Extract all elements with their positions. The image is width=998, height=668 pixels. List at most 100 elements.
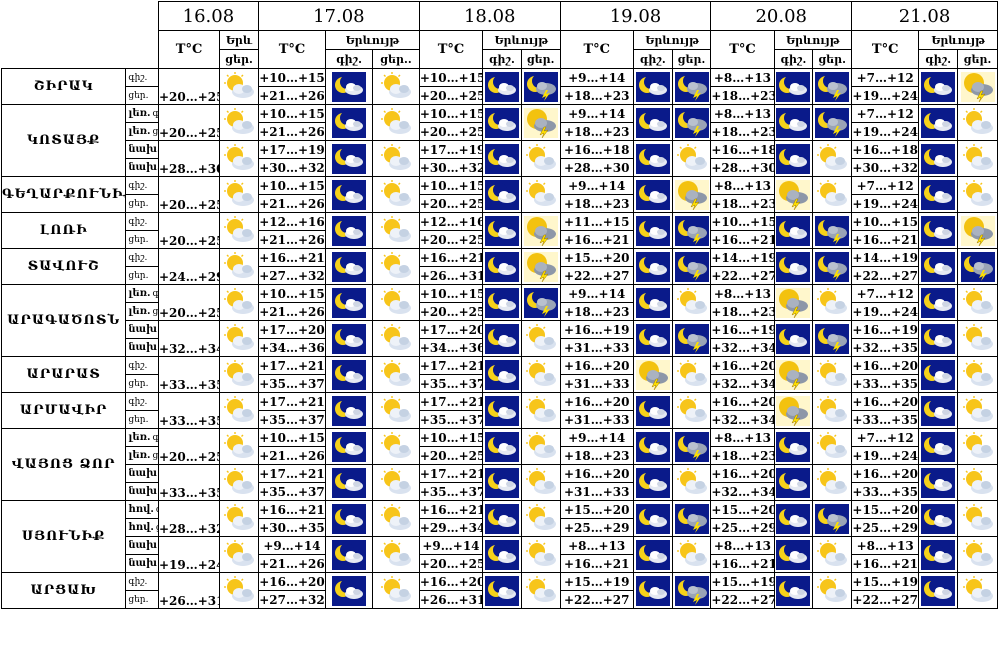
night-moon-cloud-icon (921, 575, 956, 606)
temp-day: +33…+35 (851, 410, 920, 429)
partly-cloudy-icon (524, 359, 558, 390)
temp-day: +27…+32 (257, 266, 327, 285)
partly-cloudy-icon (222, 395, 256, 426)
weather-icon-cell (482, 464, 522, 501)
night-moon-cloud-icon (776, 251, 811, 282)
cond-col-header: Երևույթ (325, 30, 420, 50)
weather-icon-cell (325, 392, 373, 429)
temp-col-header: T°C (257, 30, 327, 69)
temp-day: +16…+21 (851, 230, 920, 249)
partly-cloudy-icon (222, 575, 256, 606)
partly-cloudy-icon (222, 359, 256, 390)
weather-icon-cell (520, 176, 561, 213)
weather-icon-cell (520, 212, 561, 249)
partly-cloudy-icon (222, 431, 256, 462)
weather-icon-cell (482, 212, 522, 249)
temp-range-16: +20…+25 (157, 176, 221, 213)
temp-day: +18…+23 (559, 194, 634, 213)
temp-day: +16…+21 (559, 554, 634, 573)
temp-day: +30…+32 (418, 158, 484, 177)
partly-cloudy-icon (379, 107, 413, 138)
night-moon-cloud-icon (484, 107, 519, 138)
temp-col-header: T°C (710, 30, 775, 69)
temp-night: +7…+12 (851, 68, 920, 87)
weather-icon-cell (482, 176, 522, 213)
weather-icon-cell (671, 212, 712, 249)
temp-night: +8…+13 (559, 536, 634, 555)
weather-icon-cell (671, 68, 712, 105)
temp-day: +22…+27 (559, 590, 634, 609)
tod-text: ցեր. (128, 270, 149, 281)
partly-cloudy-icon (222, 107, 256, 138)
weather-icon-cell (371, 572, 420, 609)
temp-night: +16…+20 (851, 464, 920, 483)
night-moon-cloud-icon (921, 503, 956, 534)
weather-icon-cell (918, 176, 959, 213)
weather-icon-cell (371, 356, 420, 393)
weather-icon-cell (773, 284, 814, 321)
night-moon-cloud-icon (921, 107, 956, 138)
weather-icon-cell (957, 176, 998, 213)
temp-day: +26…+31 (418, 590, 484, 609)
forecast-row: ցեր. +21…+26 +20…+25 +16…+21 +16…+21 +16…+21 (2, 230, 998, 249)
temp-night: +15…+19 (559, 572, 634, 591)
weather-icon-cell (632, 572, 673, 609)
weather-icon-cell (812, 320, 853, 357)
time-of-day-label: գիշ. (125, 356, 159, 375)
tod-text: գիշ. (152, 109, 159, 119)
weather-icon-cell (371, 428, 420, 465)
night-moon-cloud-icon (484, 323, 519, 354)
weather-icon-cell (482, 140, 522, 177)
temp-day: +18…+23 (710, 194, 775, 213)
night-moon-cloud-icon (332, 251, 367, 282)
forecast-row: նախգիշ.+19…+24 +9…+14 +9…+14 +8…+13 +8…+13 +8… (2, 536, 998, 573)
weather-icon-cell (957, 284, 998, 321)
cond-col-header: Երև (219, 30, 259, 50)
day-header: ցեր. (219, 49, 259, 69)
temp-day: +20…+25 (418, 230, 484, 249)
weather-icon-cell (482, 500, 522, 537)
storm-moon-icon (815, 251, 850, 282)
night-moon-cloud-icon (635, 323, 670, 354)
temp-night: +16…+20 (257, 572, 327, 591)
zone-label: հով. (128, 504, 154, 515)
temp-night: +17…+19 (257, 140, 327, 159)
temp-day: +20…+25 (418, 86, 484, 105)
storm-sun-icon (776, 287, 811, 318)
partly-cloudy-icon (961, 323, 995, 354)
tod-text: գիշ. (128, 396, 148, 407)
time-of-day-label: նախցեր. (125, 554, 159, 573)
weather-icon-cell (918, 68, 959, 105)
weather-icon-cell (773, 572, 814, 609)
temp-night: +12…+16 (257, 212, 327, 231)
partly-cloudy-icon (961, 503, 995, 534)
night-moon-cloud-icon (484, 179, 519, 210)
temp-night: +9…+14 (559, 284, 634, 303)
tod-text: ցեր. (152, 451, 159, 461)
weather-icon-cell (219, 572, 259, 609)
weather-icon-cell (918, 428, 959, 465)
weather-icon-cell (918, 248, 959, 285)
weather-icon-cell (671, 464, 712, 501)
storm-moon-icon (674, 215, 709, 246)
night-moon-cloud-icon (332, 215, 367, 246)
partly-cloudy-icon (524, 503, 558, 534)
tod-text: ցեր. (128, 234, 149, 245)
night-moon-cloud-icon (332, 71, 367, 102)
night-moon-cloud-icon (921, 251, 956, 282)
partly-cloudy-icon (379, 503, 413, 534)
weather-icon-cell (219, 356, 259, 393)
weather-icon-cell (671, 248, 712, 285)
partly-cloudy-icon (379, 179, 413, 210)
temp-night: +16…+20 (559, 392, 634, 411)
temp-range-16: +24…+29 (157, 248, 221, 285)
tod-text: գիշ. (156, 505, 158, 515)
weather-icon-cell (325, 356, 373, 393)
night-moon-cloud-icon (332, 359, 367, 390)
weather-icon-cell (918, 392, 959, 429)
temp-night: +9…+14 (559, 104, 634, 123)
temp-night: +12…+16 (418, 212, 484, 231)
time-of-day-label: գիշ. (125, 176, 159, 195)
partly-cloudy-icon (961, 539, 995, 570)
partly-cloudy-icon (524, 395, 558, 426)
